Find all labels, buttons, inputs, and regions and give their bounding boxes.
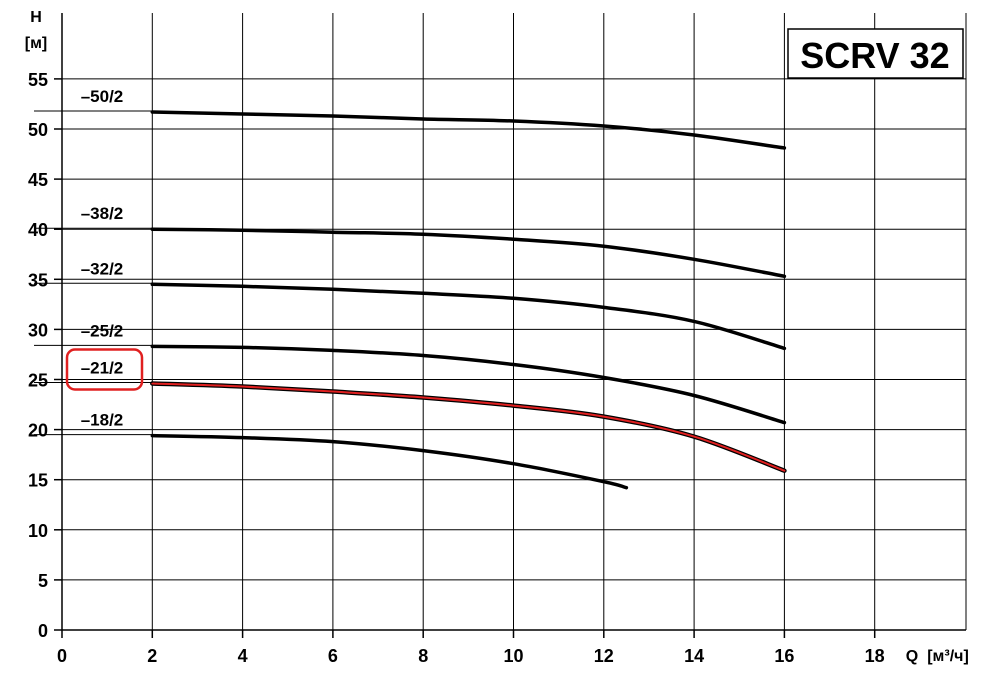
title-box	[787, 28, 964, 79]
x-tick-label: 8	[418, 646, 428, 666]
y-tick-label: 35	[28, 270, 48, 290]
x-tick-label: 2	[147, 646, 157, 666]
y-axis-unit: [м]	[25, 35, 48, 52]
chart-title: SCRV 32	[800, 35, 949, 76]
y-tick-label: 55	[28, 70, 48, 90]
series-line	[150, 344, 787, 425]
x-tick-label: 16	[774, 646, 794, 666]
x-tick-label: 0	[57, 646, 67, 666]
y-tick-label: 30	[28, 320, 48, 340]
x-tick-label: 12	[594, 646, 614, 666]
series-line	[150, 110, 787, 150]
y-tick-label: 5	[38, 571, 48, 591]
y-tick-label: 20	[28, 421, 48, 441]
y-tick-label: 15	[28, 471, 48, 491]
highlight-box	[65, 348, 144, 391]
x-tick-label: 14	[684, 646, 704, 666]
x-tick-label: 10	[503, 646, 523, 666]
y-tick-label: 45	[28, 170, 48, 190]
x-axis-unit: [м³/ч]	[927, 648, 969, 665]
series-line-highlighted	[151, 382, 786, 472]
series-label: –50/2	[81, 87, 124, 106]
y-tick-labels: 0 5 10 15 20 25 30 35 40 45 50 55	[28, 70, 48, 641]
x-tick-labels: 0 2 4 6 8 10 12 14 16 18	[57, 646, 885, 666]
x-tick-label: 18	[865, 646, 885, 666]
grid	[62, 13, 967, 630]
series-label: –25/2	[81, 321, 124, 340]
series-line	[150, 227, 787, 279]
axes	[54, 13, 966, 638]
series-label: –21/2	[81, 359, 124, 378]
y-tick-label: 25	[28, 371, 48, 391]
series-labels: –50/2 –38/2 –32/2 –25/2 –21/2 –18/2	[34, 87, 153, 436]
series-line	[150, 433, 629, 490]
series-label: –38/2	[81, 204, 124, 223]
y-tick-label: 0	[38, 621, 48, 641]
series-label: –18/2	[81, 411, 124, 430]
y-axis-title: H	[30, 9, 42, 26]
series-line	[150, 282, 787, 351]
y-tick-label: 40	[28, 220, 48, 240]
x-tick-label: 4	[238, 646, 248, 666]
x-tick-label: 6	[328, 646, 338, 666]
x-axis-title: Q	[906, 648, 918, 665]
y-tick-label: 10	[28, 521, 48, 541]
series-group	[150, 110, 787, 490]
series-label: –32/2	[81, 259, 124, 278]
y-tick-label: 50	[28, 120, 48, 140]
